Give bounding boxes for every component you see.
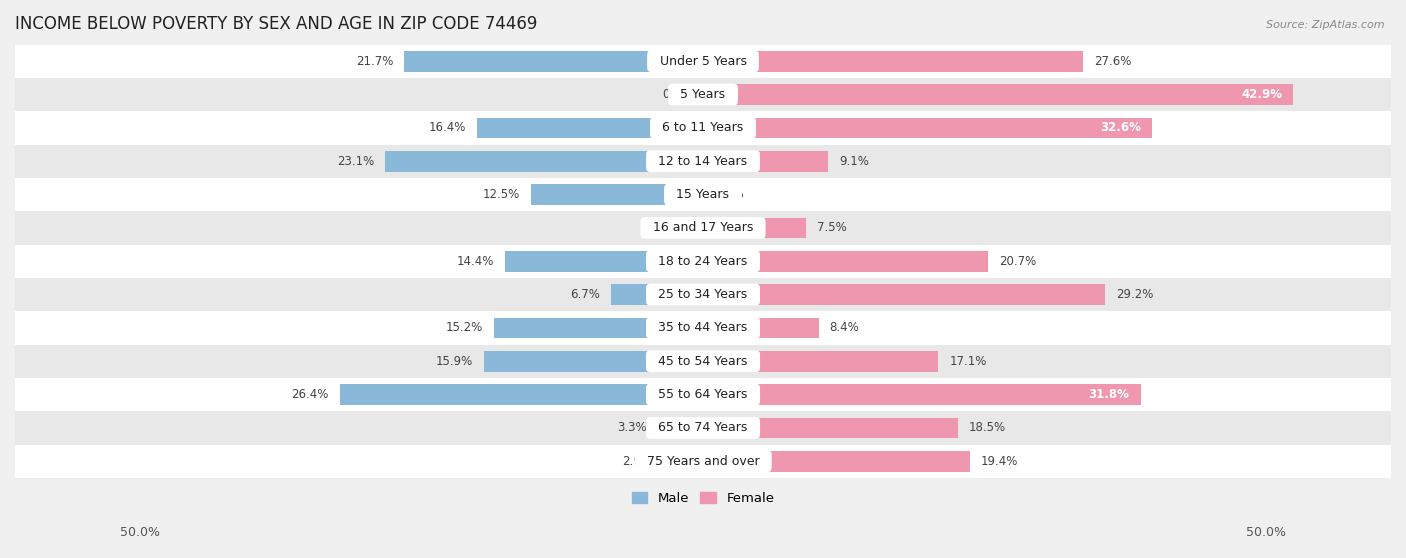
Bar (703, 184, 707, 205)
Bar (340, 384, 703, 405)
Text: 18 to 24 Years: 18 to 24 Years (651, 255, 755, 268)
Text: 7.5%: 7.5% (817, 222, 846, 234)
Text: 0.0%: 0.0% (662, 222, 692, 234)
Bar (15, 411, 1391, 445)
Text: 15.9%: 15.9% (436, 355, 474, 368)
Text: 16 and 17 Years: 16 and 17 Years (645, 222, 761, 234)
Text: 15.2%: 15.2% (446, 321, 482, 334)
Text: 32.6%: 32.6% (1099, 122, 1140, 134)
Text: 26.4%: 26.4% (291, 388, 329, 401)
Text: 2.9%: 2.9% (623, 455, 652, 468)
Bar (15, 378, 1391, 411)
Text: 65 to 74 Years: 65 to 74 Years (651, 421, 755, 435)
Bar (703, 251, 988, 272)
Bar (15, 145, 1391, 178)
Bar (699, 84, 703, 105)
Text: 45 to 54 Years: 45 to 54 Years (651, 355, 755, 368)
Text: 16.4%: 16.4% (429, 122, 467, 134)
Text: 0.0%: 0.0% (662, 88, 692, 101)
Text: 31.8%: 31.8% (1088, 388, 1129, 401)
Bar (703, 84, 1294, 105)
Bar (664, 451, 703, 472)
Bar (703, 151, 828, 171)
Bar (15, 211, 1391, 244)
Text: 6 to 11 Years: 6 to 11 Years (654, 122, 752, 134)
Bar (531, 184, 703, 205)
Bar (610, 284, 703, 305)
Bar (15, 278, 1391, 311)
Text: Under 5 Years: Under 5 Years (651, 55, 755, 68)
Text: 12 to 14 Years: 12 to 14 Years (651, 155, 755, 168)
Bar (15, 111, 1391, 145)
Bar (703, 51, 1083, 71)
Bar (699, 218, 703, 238)
Text: 50.0%: 50.0% (1247, 526, 1286, 540)
Text: 20.7%: 20.7% (998, 255, 1036, 268)
Bar (15, 345, 1391, 378)
Text: 18.5%: 18.5% (969, 421, 1005, 435)
Legend: Male, Female: Male, Female (626, 487, 780, 510)
Text: 19.4%: 19.4% (981, 455, 1018, 468)
Text: 27.6%: 27.6% (1094, 55, 1132, 68)
Text: 0.0%: 0.0% (714, 188, 744, 201)
Text: 5 Years: 5 Years (672, 88, 734, 101)
Bar (703, 218, 806, 238)
Bar (703, 384, 1140, 405)
Bar (703, 318, 818, 338)
Bar (703, 451, 970, 472)
Text: 55 to 64 Years: 55 to 64 Years (651, 388, 755, 401)
Bar (477, 118, 703, 138)
Bar (703, 284, 1105, 305)
Text: 42.9%: 42.9% (1241, 88, 1282, 101)
Bar (703, 118, 1152, 138)
Text: Source: ZipAtlas.com: Source: ZipAtlas.com (1267, 20, 1385, 30)
Text: 35 to 44 Years: 35 to 44 Years (651, 321, 755, 334)
Bar (15, 45, 1391, 78)
Text: 14.4%: 14.4% (457, 255, 494, 268)
Text: 25 to 34 Years: 25 to 34 Years (651, 288, 755, 301)
Bar (405, 51, 703, 71)
Text: 9.1%: 9.1% (839, 155, 869, 168)
Bar (703, 351, 938, 372)
Bar (15, 178, 1391, 211)
Text: 8.4%: 8.4% (830, 321, 859, 334)
Text: 6.7%: 6.7% (569, 288, 600, 301)
Text: 12.5%: 12.5% (482, 188, 520, 201)
Text: 23.1%: 23.1% (337, 155, 374, 168)
Text: INCOME BELOW POVERTY BY SEX AND AGE IN ZIP CODE 74469: INCOME BELOW POVERTY BY SEX AND AGE IN Z… (15, 15, 537, 33)
Text: 50.0%: 50.0% (120, 526, 159, 540)
Bar (15, 311, 1391, 345)
Text: 17.1%: 17.1% (949, 355, 987, 368)
Text: 29.2%: 29.2% (1116, 288, 1153, 301)
Text: 75 Years and over: 75 Years and over (638, 455, 768, 468)
Bar (484, 351, 703, 372)
Bar (385, 151, 703, 171)
Text: 21.7%: 21.7% (356, 55, 394, 68)
Bar (494, 318, 703, 338)
Bar (658, 417, 703, 438)
Text: 15 Years: 15 Years (668, 188, 738, 201)
Bar (15, 244, 1391, 278)
Bar (15, 445, 1391, 478)
Bar (505, 251, 703, 272)
Bar (15, 78, 1391, 111)
Bar (703, 417, 957, 438)
Text: 3.3%: 3.3% (617, 421, 647, 435)
